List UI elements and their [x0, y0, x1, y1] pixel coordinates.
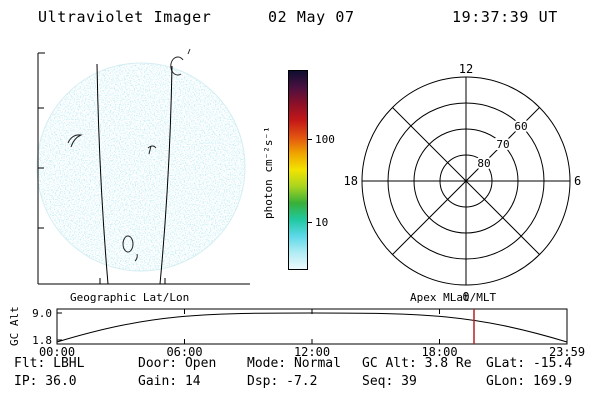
geographic-grid-lines [96, 63, 173, 285]
time-label: 19:37:39 UT [452, 8, 558, 26]
ytick-1-8: 1.8 [32, 334, 52, 347]
ring-label-60: 60 [514, 120, 527, 133]
strip-xtick-labels: 00:00 06:00 12:00 18:00 23:59 [39, 345, 585, 359]
polar-spokes [362, 77, 570, 285]
strip-ytick-labels: 9.0 1.8 [32, 307, 52, 347]
strip-ticks [56, 309, 568, 344]
xtick-0600: 06:00 [166, 345, 202, 359]
status-gain: Gain: 14 [138, 374, 201, 389]
colorbar [288, 70, 308, 270]
status-ip: IP: 36.0 [14, 374, 77, 389]
xtick-0000: 00:00 [39, 345, 75, 359]
status-door: Door: Open [138, 356, 217, 371]
mlt-label-0: 0 [462, 290, 469, 304]
ring-label-80: 80 [477, 157, 490, 170]
gc-alt-strip: 9.0 1.8 00:00 06:00 12:00 18:00 23:59 [32, 307, 585, 359]
status-gcalt: GC Alt: 3.8 Re [362, 356, 472, 371]
polar-dial: 60 70 80 12 0 18 6 [344, 62, 582, 304]
polar-ring-labels: 60 70 80 [475, 118, 529, 172]
xtick-1200: 12:00 [294, 345, 330, 359]
date-label: 02 May 07 [268, 8, 355, 26]
page-title: Ultraviolet Imager [38, 8, 212, 26]
contour-marks [67, 48, 191, 262]
mlt-label-18: 18 [344, 174, 358, 188]
colorbar-tick-10 [307, 222, 312, 223]
image-panel-title: Geographic Lat/Lon [70, 291, 190, 304]
mlt-label-6: 6 [574, 174, 581, 188]
polar-panel-title: Apex MLat/MLT [410, 291, 497, 304]
uv-image-panel [36, 48, 250, 285]
status-seq: Seq: 39 [362, 374, 417, 389]
strip-frame [56, 308, 568, 345]
xtick-1800: 18:00 [421, 345, 457, 359]
ring-label-70: 70 [496, 138, 509, 151]
status-glat: GLat: -15.4 [486, 356, 573, 371]
status-flt: Flt: LBHL [14, 356, 85, 371]
xtick-2359: 23:59 [549, 345, 585, 359]
status-dsp: Dsp: -7.2 [247, 374, 318, 389]
gc-alt-curve [56, 312, 568, 343]
polar-clock-labels: 12 0 18 6 [344, 62, 582, 304]
colorbar-tick-label-10: 10 [315, 216, 329, 229]
status-mode: Mode: Normal [247, 356, 341, 371]
ytick-9: 9.0 [32, 307, 52, 320]
colorbar-tick-label-100: 100 [315, 133, 335, 146]
image-axes [37, 52, 250, 285]
colorbar-label: photon cm⁻²s⁻¹ [262, 126, 275, 219]
uv-image-disk [36, 62, 246, 272]
mlt-label-12: 12 [459, 62, 473, 76]
colorbar-tick-100 [307, 139, 312, 140]
status-glon: GLon: 169.9 [486, 374, 573, 389]
